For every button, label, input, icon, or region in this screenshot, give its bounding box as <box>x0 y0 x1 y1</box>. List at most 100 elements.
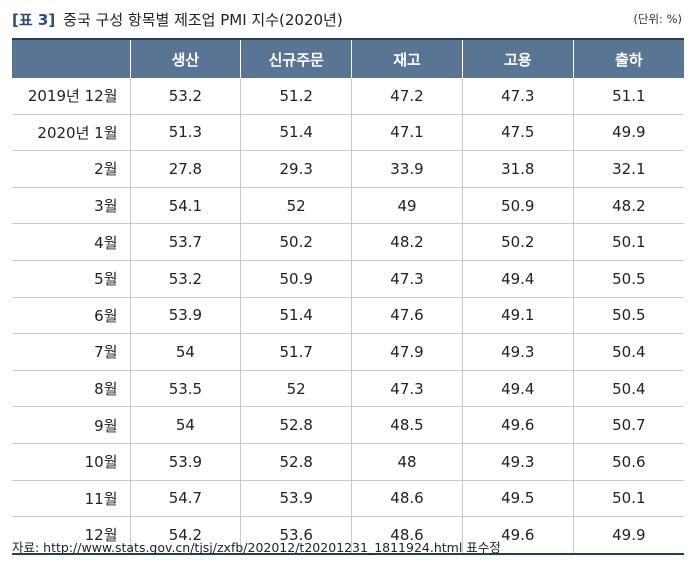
row-label: 4월 <box>12 223 130 261</box>
table-cell: 48.5 <box>351 406 463 444</box>
table-cell: 51.1 <box>572 78 684 115</box>
row-label: 2020년 1월 <box>12 113 130 151</box>
table-number: [표 3] <box>12 10 56 29</box>
table-cell: 53.5 <box>129 369 241 407</box>
table-cell: 48 <box>351 442 463 481</box>
table-cell: 47.9 <box>351 333 463 371</box>
row-label: 9월 <box>12 406 130 444</box>
table-cell: 52 <box>240 186 352 224</box>
table-cell: 54.1 <box>129 186 241 224</box>
row-label: 12월 <box>12 516 130 554</box>
table-cell: 52.8 <box>240 442 352 481</box>
table-cell: 33.9 <box>351 150 463 188</box>
column-header: 고용 <box>461 39 574 78</box>
table-cell: 49.3 <box>461 442 574 481</box>
table-row: 10월 53.9 52.8 48 49.3 50.6 <box>12 442 684 481</box>
source-note: 자료: http://www.stats.gov.cn/tjsj/zxfb/20… <box>12 540 501 555</box>
column-header: 신규주문 <box>240 39 352 78</box>
table-cell: 49.5 <box>461 479 574 517</box>
row-label: 2019년 12월 <box>27 87 118 106</box>
table-cell: 50.4 <box>572 369 684 407</box>
table-cell: 51.7 <box>240 333 352 371</box>
column-header: 생산 <box>129 39 241 78</box>
table-cell: 49.6 <box>461 516 574 554</box>
table-cell: 50.7 <box>572 406 684 444</box>
table-row: 3월 54.1 52 49 50.9 48.2 <box>12 186 684 224</box>
table-cell: 47.5 <box>461 113 574 151</box>
header-row: 생산 신규주문 재고 고용 출하 <box>12 39 684 78</box>
row-label: 6월 <box>12 296 130 334</box>
table-cell: 49.4 <box>461 369 574 407</box>
table-cell: 49.9 <box>572 516 684 554</box>
table-cell: 50.9 <box>240 259 352 298</box>
table-cell: 49.1 <box>461 296 574 334</box>
table-row: 12월 54.2 53.6 48.6 49.6 49.9 <box>12 516 684 554</box>
table-cell: 51.4 <box>240 296 352 334</box>
column-header: 재고 <box>351 39 463 78</box>
table-cell: 50.4 <box>572 333 684 371</box>
table-cell: 53.2 <box>129 78 241 115</box>
table-row: 7월 54 51.7 47.9 49.3 50.4 <box>12 333 684 371</box>
table-cell: 49.4 <box>461 259 574 298</box>
table-cell: 49.9 <box>572 113 684 151</box>
table-cell: 50.6 <box>572 442 684 481</box>
table-row: 2020년 1월 51.3 51.4 47.1 47.5 49.9 <box>12 113 684 151</box>
table-row: 8월 53.5 52 47.3 49.4 50.4 <box>12 369 684 407</box>
table-cell: 53.9 <box>240 479 352 517</box>
table-cell: 52.8 <box>240 406 352 444</box>
header-cell-blank <box>12 39 130 78</box>
row-label: 11월 <box>12 479 130 517</box>
table-cell: 29.3 <box>240 150 352 188</box>
table-row: 5월 53.2 50.9 47.3 49.4 50.5 <box>12 259 684 298</box>
table-cell: 54.2 <box>129 516 241 554</box>
table-cell: 53.9 <box>129 296 241 334</box>
table-cell: 47.3 <box>351 369 463 407</box>
row-label: 10월 <box>12 442 130 481</box>
row-label: 3월 <box>12 186 130 224</box>
pmi-table: 생산 신규주문 재고 고용 출하 2019년 12월 53.2 51.2 47.2 47.3 51… <box>12 38 684 555</box>
table-cell: 53.6 <box>240 516 352 554</box>
table-cell: 50.5 <box>572 259 684 298</box>
table-cell: 51.4 <box>240 113 352 151</box>
table-cell: 49 <box>351 186 463 224</box>
table-body: 2019년 12월 53.2 51.2 47.2 47.3 51.1 2020년 1월 51.… <box>12 78 684 554</box>
table-cell: 50.2 <box>240 223 352 261</box>
table-cell: 49.6 <box>461 406 574 444</box>
table-cell: 53.7 <box>129 223 241 261</box>
row-label: 7월 <box>12 333 130 371</box>
table-cell: 51.3 <box>129 113 241 151</box>
table-cell: 48.2 <box>572 186 684 224</box>
table-cell: 50.9 <box>461 186 574 224</box>
table-cell: 32.1 <box>572 150 684 188</box>
table-cell: 54.7 <box>129 479 241 517</box>
table-cell: 47.3 <box>351 259 463 298</box>
table-title: [표 3] 중국 구성 항목별 제조업 PMI 지수(2020년) <box>12 9 343 30</box>
table-row: 6월 53.9 51.4 47.6 49.1 50.5 <box>12 296 684 334</box>
table-row: 9월 54 52.8 48.5 49.6 50.7 <box>12 406 684 444</box>
table-row: 2019년 12월 53.2 51.2 47.2 47.3 51.1 <box>12 78 684 115</box>
table-cell: 48.2 <box>351 223 463 261</box>
table-cell: 54 <box>129 333 241 371</box>
table-cell: 27.8 <box>129 150 241 188</box>
table-title-text: 중국 구성 항목별 제조업 PMI 지수(2020년) <box>63 10 343 29</box>
column-header: 출하 <box>572 39 684 78</box>
table-cell: 47.6 <box>351 296 463 334</box>
unit-label: (단위: %) <box>633 12 682 26</box>
table-cell: 51.2 <box>240 78 352 115</box>
title-row: [표 3] 중국 구성 항목별 제조업 PMI 지수(2020년) (단위: %) <box>12 6 684 32</box>
table-cell: 47.1 <box>351 113 463 151</box>
table-cell: 53.2 <box>129 259 241 298</box>
table-cell: 48.6 <box>351 516 463 554</box>
table-row: 4월 53.7 50.2 48.2 50.2 50.1 <box>12 223 684 261</box>
table-cell: 50.2 <box>461 223 574 261</box>
row-label: 5월 <box>12 259 130 298</box>
table-cell: 47.2 <box>351 78 463 115</box>
table-cell: 54 <box>129 406 241 444</box>
table-cell: 49.3 <box>461 333 574 371</box>
table-cell: 50.5 <box>572 296 684 334</box>
table-row: 11월 54.7 53.9 48.6 49.5 50.1 <box>12 479 684 517</box>
table-row: 2월 27.8 29.3 33.9 31.8 32.1 <box>12 150 684 188</box>
table-cell: 50.1 <box>572 479 684 517</box>
row-label: 2월 <box>12 150 130 188</box>
table-cell: 47.3 <box>461 78 574 115</box>
